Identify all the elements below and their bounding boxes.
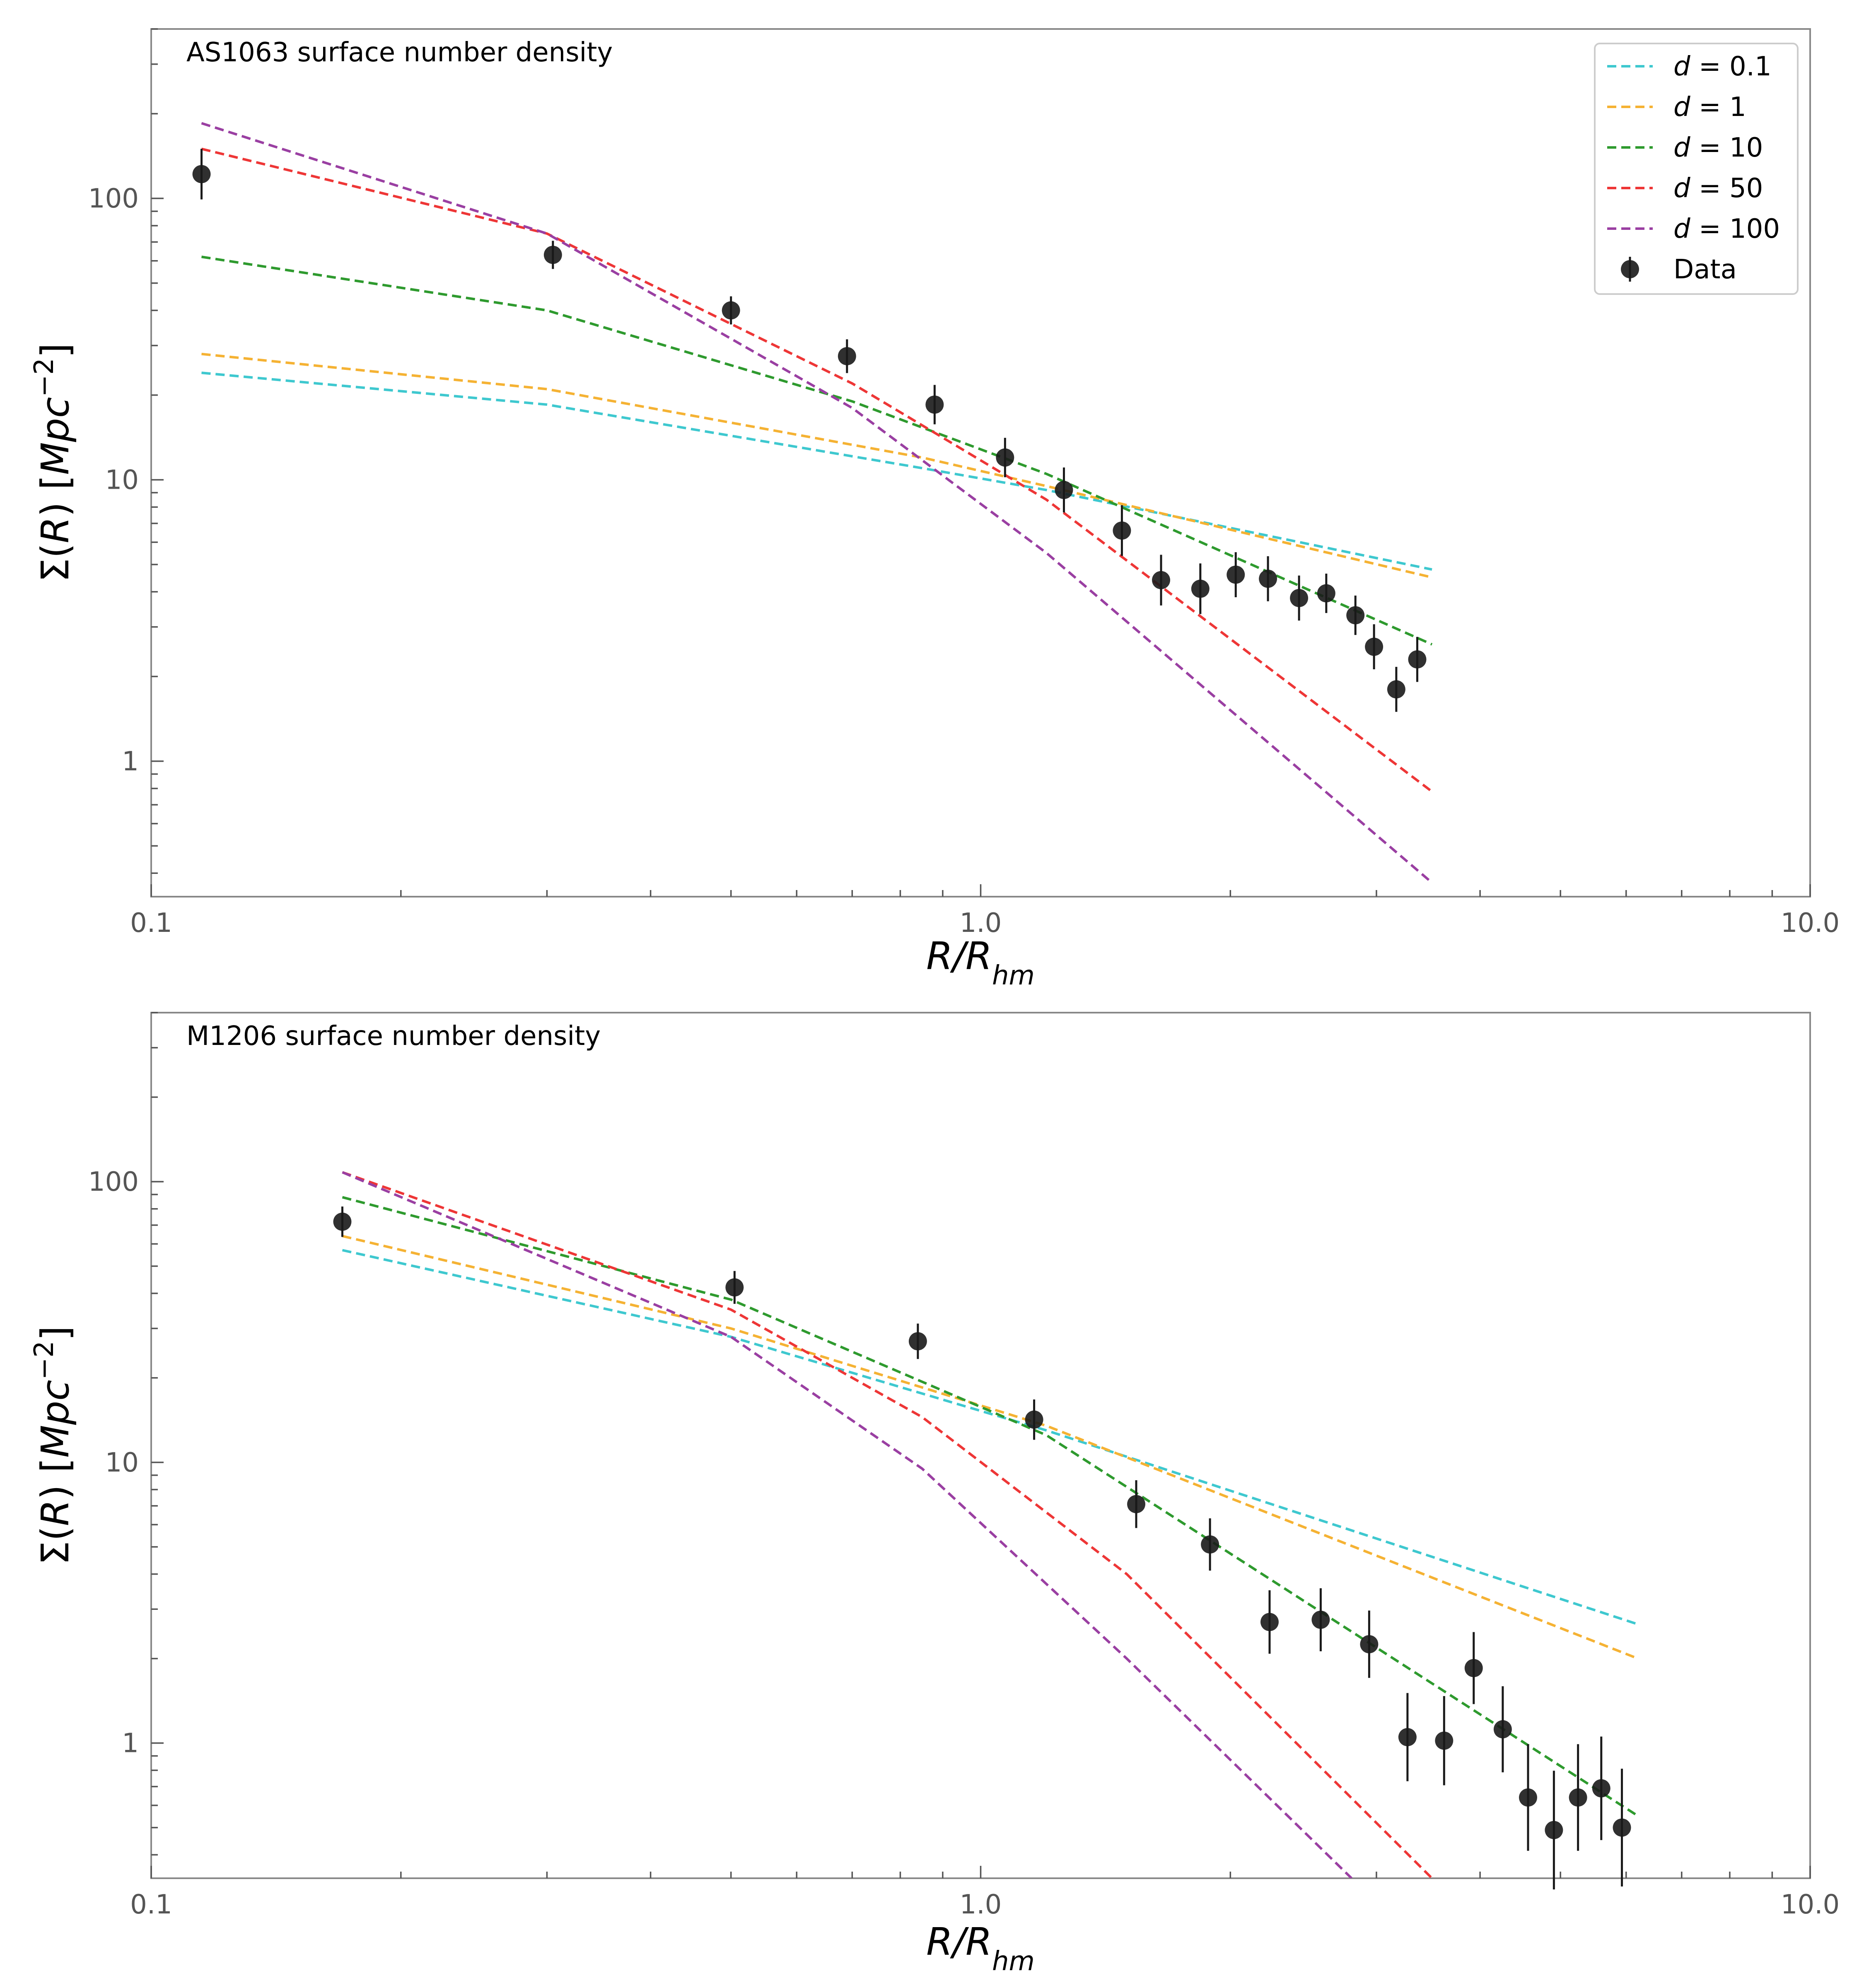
legend-label: d = 100 [1673, 214, 1780, 244]
data-point [1191, 579, 1210, 598]
y-tick-label: 1 [122, 1728, 139, 1759]
data-point [1592, 1779, 1610, 1797]
chart-title: M1206 surface number density [186, 1021, 601, 1052]
y-axis-label: Σ(R) [Mpc−2] [29, 1326, 77, 1565]
legend-swatch [1621, 260, 1639, 278]
data-point [925, 395, 944, 414]
data-point [725, 1278, 744, 1297]
chart-title: AS1063 surface number density [186, 37, 613, 68]
data-point [1613, 1818, 1631, 1837]
series-line-100 [342, 1171, 1352, 1878]
x-tick-label: 10.0 [1781, 908, 1840, 939]
series-line-1 [201, 352, 1432, 579]
data-point [1519, 1788, 1537, 1807]
y-tick-label: 100 [88, 183, 139, 214]
data-point [1360, 1635, 1379, 1653]
x-tick-label: 0.1 [130, 1889, 172, 1920]
data-point [1408, 650, 1427, 669]
series-line-50 [342, 1171, 1433, 1878]
data-point [1365, 637, 1384, 656]
data-point [1317, 584, 1335, 603]
data-points [333, 1206, 1631, 1889]
data-point [1464, 1659, 1483, 1677]
legend-label: d = 0.1 [1673, 51, 1772, 82]
data-point [1201, 1535, 1219, 1554]
legend-label: Data [1673, 254, 1737, 285]
x-tick-label: 1.0 [960, 908, 1002, 939]
data-point [908, 1332, 927, 1351]
data-point [1259, 569, 1277, 588]
ticks: 0.1 1.0 10.0 1 10 100 [88, 28, 1840, 939]
data-point [1545, 1821, 1563, 1839]
y-tick-label: 10 [105, 1448, 139, 1478]
series-line-1 [342, 1235, 1639, 1660]
legend-box [1594, 43, 1799, 295]
data-point [996, 448, 1014, 467]
y-axis-label: Σ(R) [Mpc−2] [29, 343, 77, 582]
ticks: 0.1 1.0 10.0 1 10 100 [88, 1012, 1840, 1920]
series-line-50 [201, 147, 1433, 793]
data-point [1025, 1410, 1043, 1429]
y-tick-label: 100 [88, 1167, 139, 1197]
legend: d = 0.1 d = 1 d = 10 d = 50 d = 100 Data [1594, 43, 1799, 295]
x-tick-label: 1.0 [960, 1889, 1002, 1920]
legend-items: d = 0.1 d = 1 d = 10 d = 50 d = 100 Data [1607, 51, 1780, 285]
data-point [1387, 680, 1405, 699]
data-point [1435, 1731, 1454, 1750]
y-tick-label: 10 [105, 465, 139, 495]
panel-m1206: 0.1 1.0 10.0 1 10 100 M1206 surface number de… [29, 1012, 1840, 1977]
data-point [1290, 589, 1309, 607]
data-point [838, 347, 856, 365]
x-axis-label: R/Rhm [926, 1920, 1035, 1977]
x-axis-label: R/Rhm [926, 934, 1035, 991]
panel-as1063: 0.1 1.0 10.0 1 10 100 AS1063 surface number d… [29, 28, 1840, 991]
data-point [192, 165, 211, 183]
data-point [1152, 571, 1171, 589]
model-lines [342, 1171, 1639, 1878]
data-point [1346, 606, 1365, 625]
data-point [1569, 1788, 1587, 1807]
legend-label: d = 50 [1673, 173, 1763, 204]
series-line-10 [201, 256, 1433, 646]
series-line-100 [201, 122, 1433, 884]
x-tick-label: 10.0 [1781, 1889, 1840, 1920]
legend-label: d = 10 [1673, 133, 1763, 163]
data-points [192, 149, 1427, 712]
data-point [1227, 565, 1245, 584]
data-point [1127, 1495, 1146, 1513]
data-point [333, 1212, 352, 1231]
data-point [722, 301, 740, 320]
legend-label: d = 1 [1673, 92, 1746, 123]
data-point [1055, 481, 1073, 499]
series-line-0.1 [342, 1249, 1639, 1626]
plot-frame [150, 1012, 1811, 1879]
data-point [1113, 521, 1131, 540]
plot-frame [150, 28, 1811, 897]
data-point [1493, 1720, 1512, 1739]
series-line-0.1 [201, 372, 1432, 571]
data-point [1398, 1728, 1417, 1747]
y-tick-label: 1 [122, 746, 139, 777]
data-point [543, 246, 562, 264]
data-point [1260, 1613, 1279, 1631]
x-tick-label: 0.1 [130, 908, 172, 939]
model-lines [201, 122, 1433, 884]
data-point [1311, 1610, 1330, 1629]
series-line-10 [342, 1196, 1639, 1817]
